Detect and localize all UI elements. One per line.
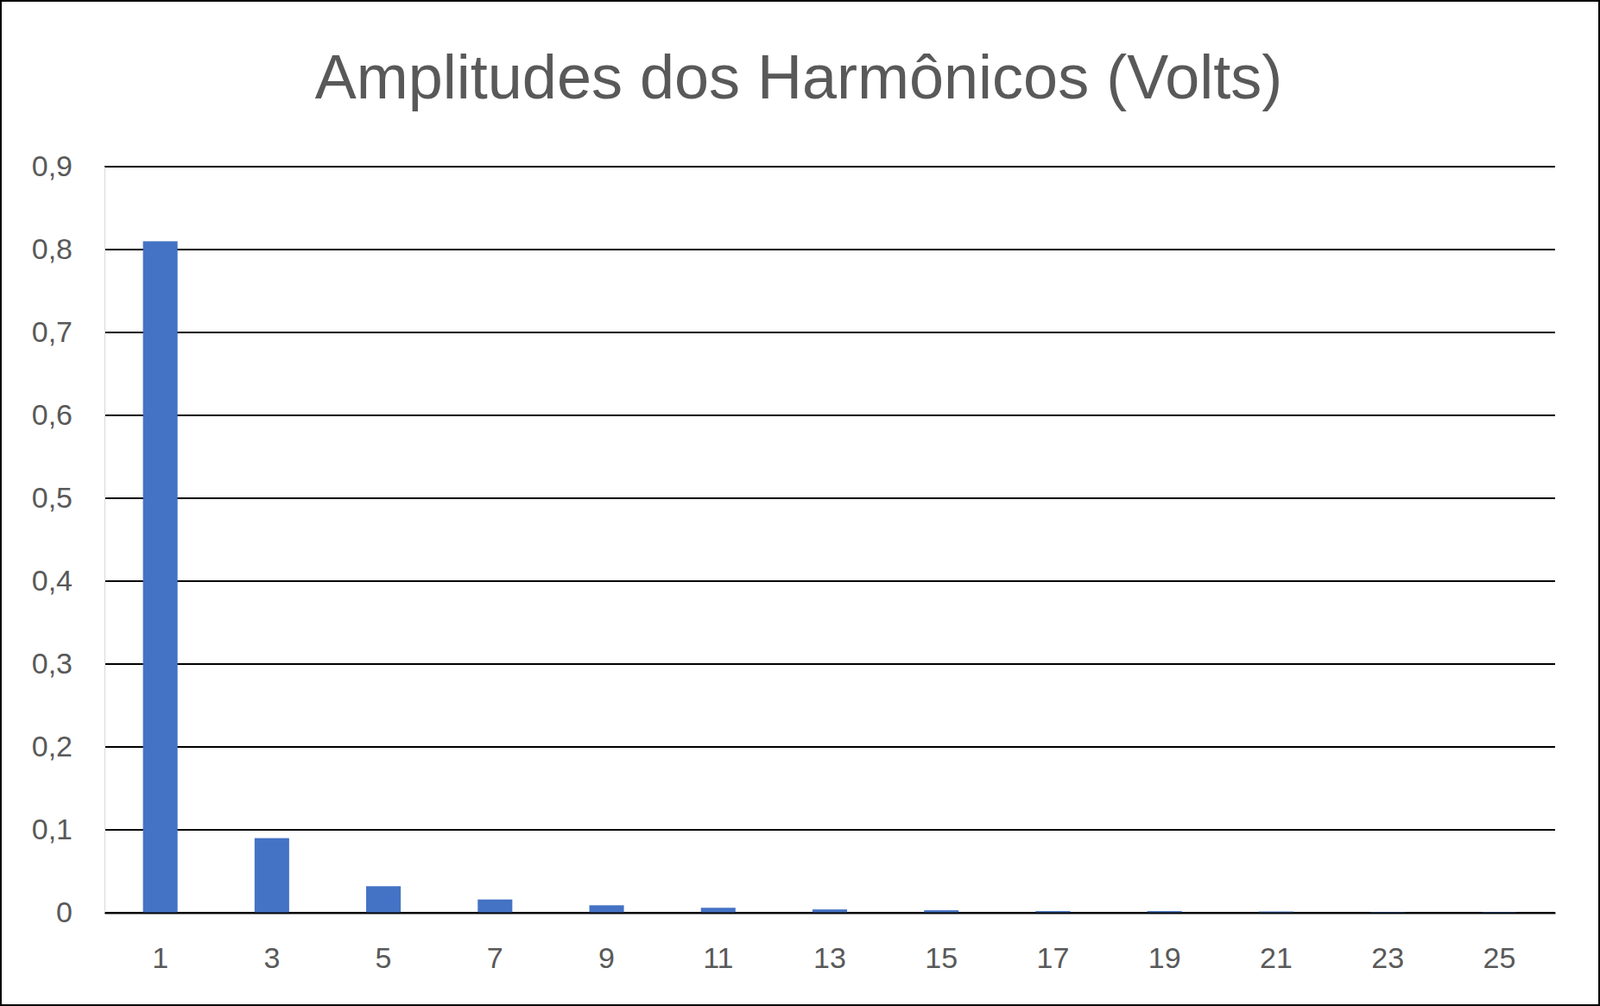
x-tick-label: 5 <box>375 941 393 974</box>
y-tick: 0,7 <box>31 315 105 348</box>
y-tick-label: 0,7 <box>31 315 73 348</box>
x-tick: 25 <box>1482 912 1516 974</box>
y-tick-label: 0 <box>56 895 73 929</box>
x-tick: 13 <box>813 912 847 974</box>
y-tick-label: 0,8 <box>31 232 73 266</box>
grid-line <box>104 331 1556 334</box>
y-tick-label: 0,5 <box>31 480 73 514</box>
y-tick-label: 0,4 <box>31 563 73 597</box>
x-tick-label: 25 <box>1482 941 1516 974</box>
y-tick: 0,2 <box>31 729 105 763</box>
x-tick: 21 <box>1259 912 1293 974</box>
x-tick: 17 <box>1037 912 1070 974</box>
y-tick: 0,4 <box>31 563 105 597</box>
x-tick: 7 <box>486 912 504 974</box>
grid-line <box>104 746 1556 748</box>
x-tick-label: 15 <box>924 941 958 974</box>
bar <box>477 899 513 913</box>
bars <box>143 240 1518 913</box>
x-tick-label: 3 <box>263 941 280 974</box>
y-tick: 0,5 <box>31 480 105 514</box>
x-tick: 23 <box>1371 912 1404 974</box>
x-tick: 1 <box>151 912 169 974</box>
y-axis: 0 0,1 0,2 0,3 0,4 0,5 0,6 0,7 0,8 0,9 <box>31 149 106 929</box>
x-tick-label: 1 <box>151 941 169 974</box>
x-tick-label: 21 <box>1259 941 1293 974</box>
x-tick: 9 <box>598 912 615 974</box>
y-tick: 0 <box>56 895 105 929</box>
chart-frame <box>0 0 1600 1006</box>
y-tick-label: 0,3 <box>31 646 73 680</box>
grid-line <box>104 497 1556 500</box>
x-tick: 15 <box>924 912 958 974</box>
x-tick-label: 13 <box>813 941 847 974</box>
y-tick-label: 0,1 <box>31 812 73 846</box>
y-tick: 0,6 <box>31 398 105 431</box>
grid-line <box>104 663 1556 665</box>
grid-line <box>104 828 1556 831</box>
y-tick: 0,3 <box>31 646 105 680</box>
y-tick: 0,1 <box>31 812 105 846</box>
bar <box>589 904 625 913</box>
bar <box>701 907 736 913</box>
grid-line <box>104 414 1556 417</box>
y-axis-line <box>104 167 106 914</box>
y-tick: 0,8 <box>31 232 105 266</box>
x-tick: 11 <box>702 912 734 974</box>
x-tick-label: 11 <box>702 941 734 974</box>
bar <box>366 885 401 913</box>
bar <box>143 240 178 913</box>
y-tick: 0,9 <box>31 149 105 183</box>
grid-line <box>104 165 1556 168</box>
x-tick-label: 19 <box>1148 941 1182 974</box>
x-tick: 19 <box>1148 912 1182 974</box>
grid-line <box>104 248 1556 251</box>
x-tick: 5 <box>375 912 393 974</box>
bar <box>812 909 848 913</box>
x-axis: 135791113151719212325 <box>105 912 1556 974</box>
chart-title: Amplitudes dos Harmônicos (Volts) <box>315 42 1283 112</box>
y-tick-label: 0,9 <box>31 149 73 183</box>
y-tick-label: 0,2 <box>31 729 73 763</box>
x-tick: 3 <box>263 912 280 974</box>
x-tick-label: 17 <box>1037 941 1070 974</box>
y-tick-label: 0,6 <box>31 398 73 431</box>
grid <box>104 166 1556 913</box>
x-axis-line <box>105 912 1556 915</box>
bar <box>254 838 290 913</box>
chart: 00,10,20,30,40,50,60,70,80,9135791113151… <box>0 0 1600 1006</box>
x-tick-label: 7 <box>486 941 504 974</box>
grid-line <box>104 580 1556 582</box>
x-tick-label: 9 <box>598 941 615 974</box>
x-tick-label: 23 <box>1371 941 1404 974</box>
